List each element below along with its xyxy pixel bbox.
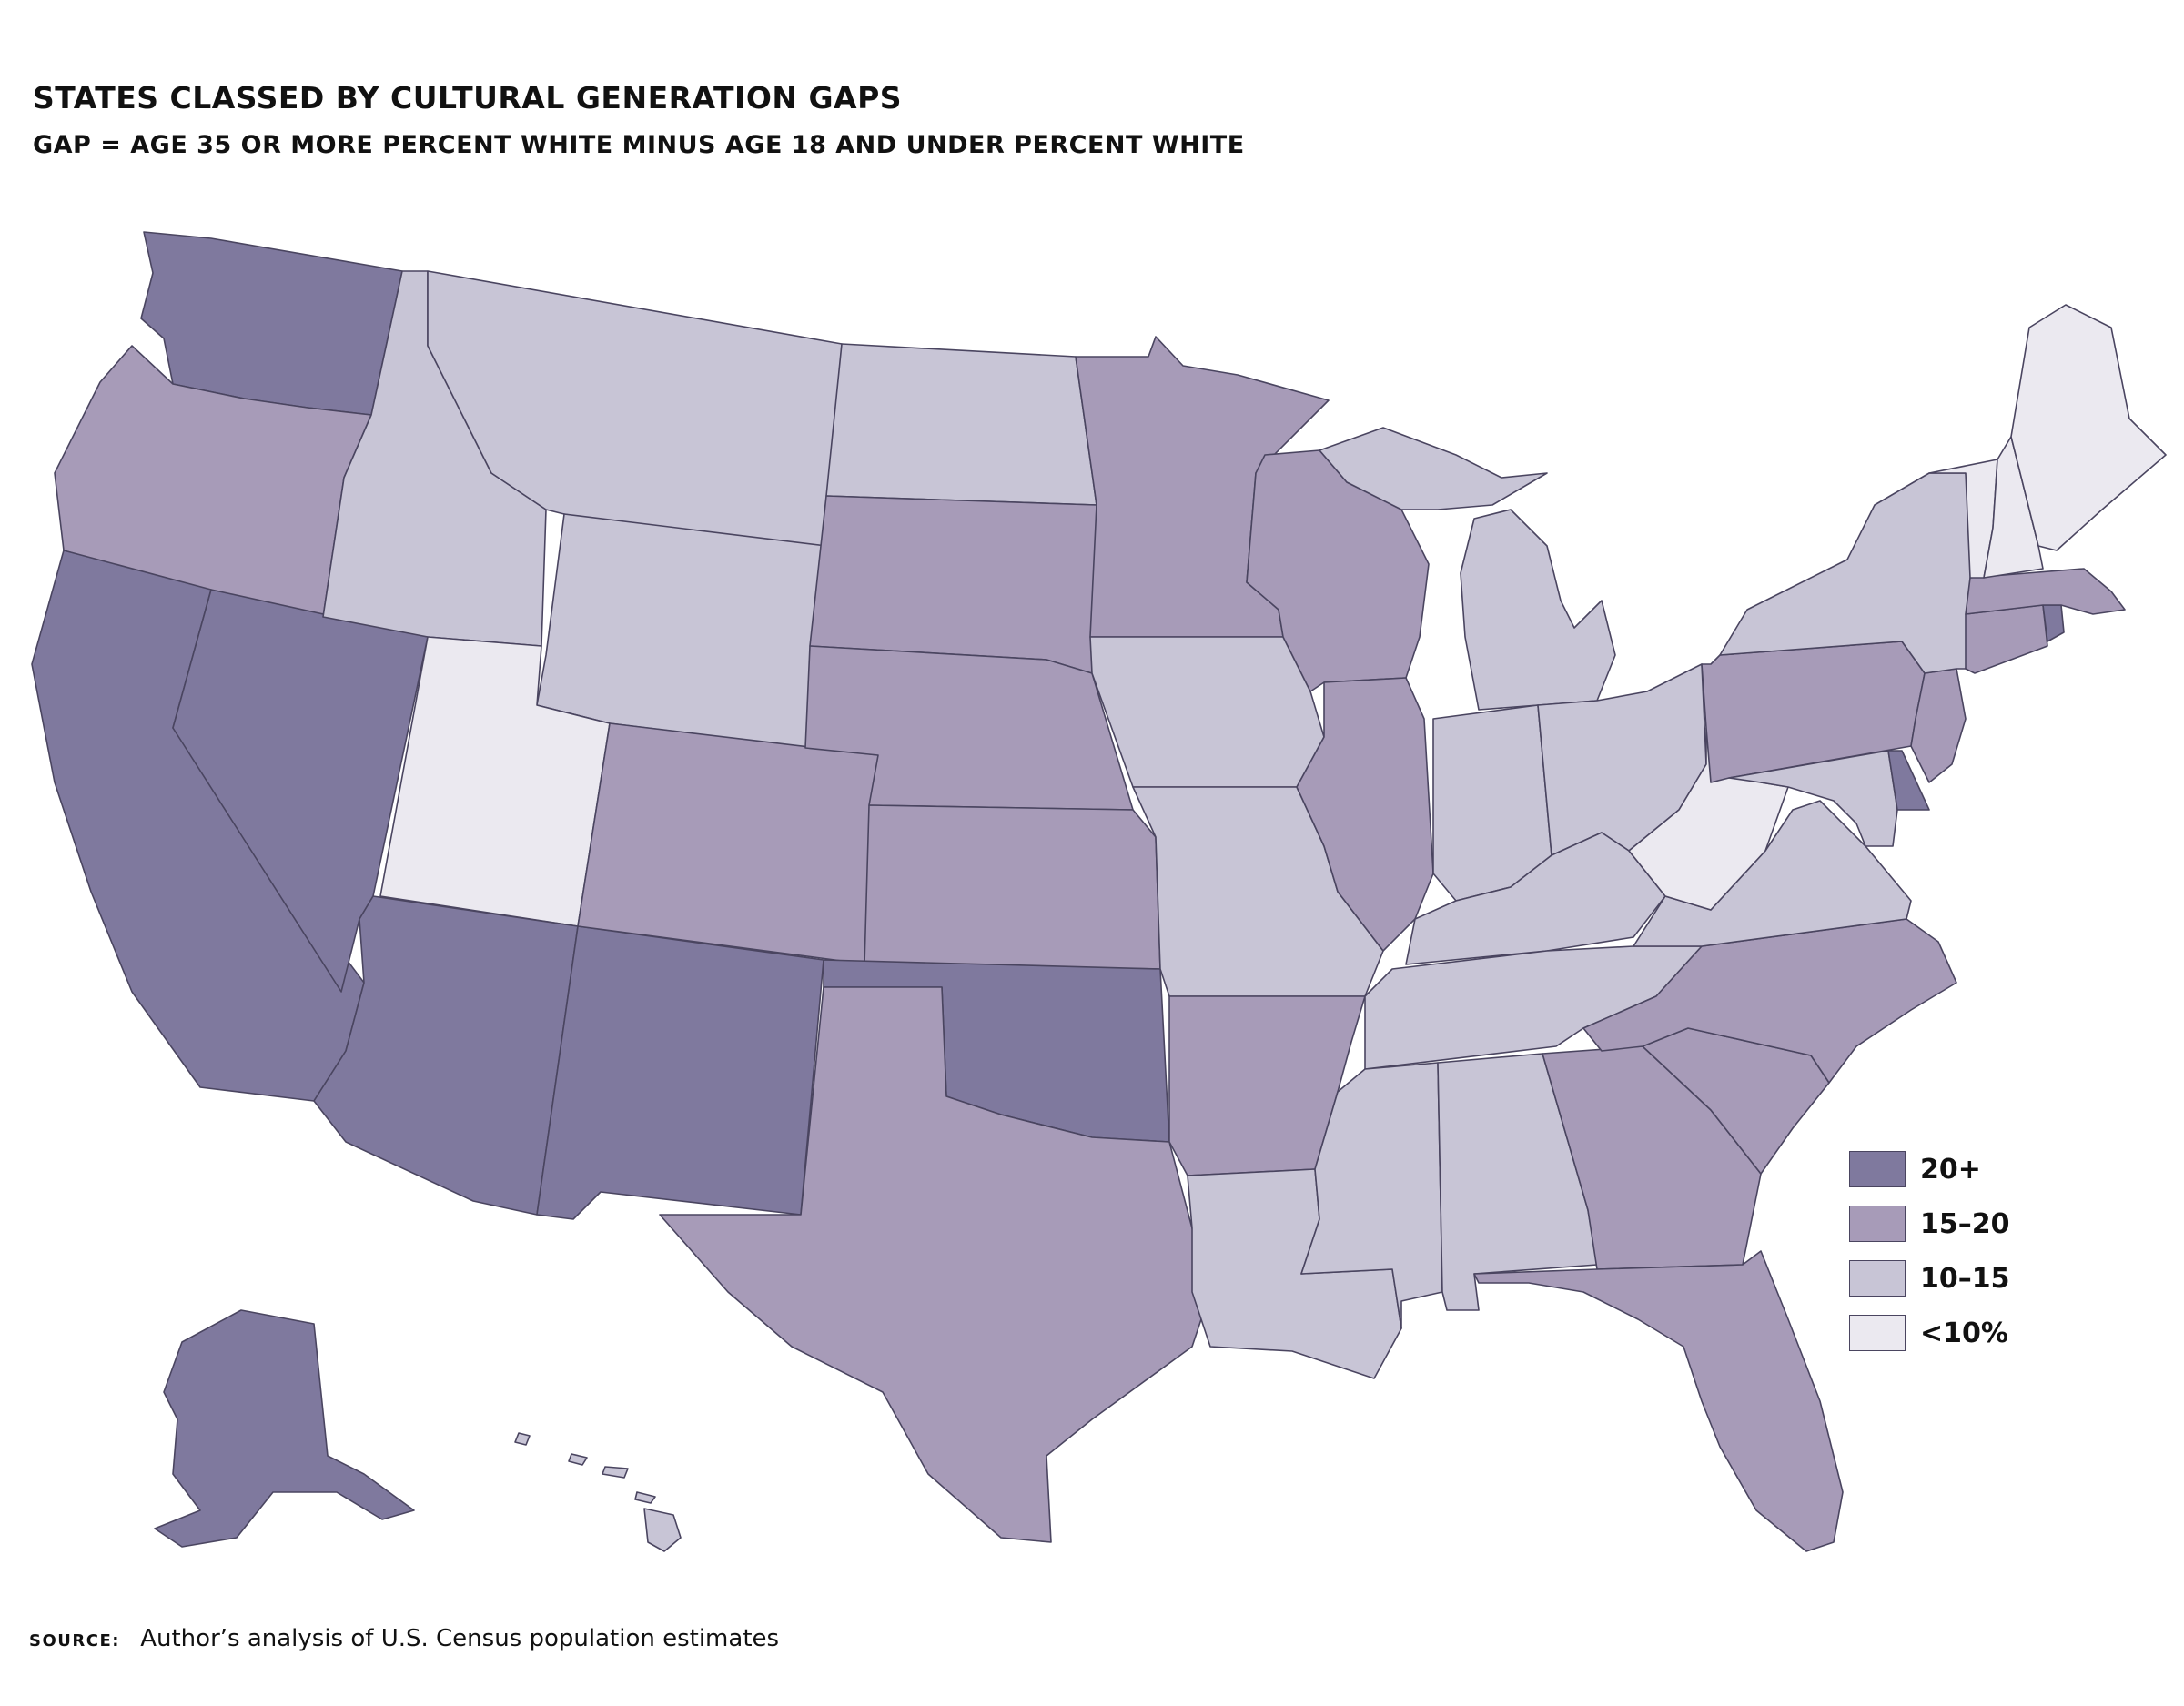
state-fl bbox=[1473, 1250, 1844, 1552]
state-nd bbox=[825, 343, 1097, 506]
state-hi bbox=[514, 1432, 682, 1552]
state-nm bbox=[536, 925, 824, 1220]
state-ks bbox=[864, 804, 1161, 970]
source-label: SOURCE: bbox=[29, 1631, 120, 1650]
state-co bbox=[577, 722, 879, 965]
legend-item-15-20: 15–20 bbox=[1849, 1196, 2010, 1251]
map-subtitle: GAP = AGE 35 OR MORE PERCENT WHITE MINUS… bbox=[33, 131, 1245, 159]
state-ny bbox=[1719, 472, 1980, 674]
legend: 20+ 15–20 10–15 <10% bbox=[1849, 1142, 2010, 1360]
map-title: STATES CLASSED BY CULTURAL GENERATION GA… bbox=[33, 80, 903, 116]
state-ct bbox=[1965, 604, 2048, 674]
state-ak bbox=[154, 1309, 415, 1548]
state-ia bbox=[1089, 636, 1325, 788]
state-tx bbox=[659, 986, 1211, 1543]
legend-swatch-10-15 bbox=[1849, 1260, 1906, 1297]
state-ri bbox=[2042, 604, 2065, 642]
legend-swatch-15-20 bbox=[1849, 1206, 1906, 1242]
legend-item-20-plus: 20+ bbox=[1849, 1142, 2010, 1196]
source-text: Author’s analysis of U.S. Census populat… bbox=[140, 1625, 780, 1652]
state-wy bbox=[536, 513, 827, 749]
state-il bbox=[1296, 677, 1434, 952]
state-sd bbox=[809, 495, 1097, 674]
legend-swatch-20-plus bbox=[1849, 1151, 1906, 1187]
legend-label: <10% bbox=[1920, 1317, 2008, 1349]
legend-item-under-10: <10% bbox=[1849, 1306, 2010, 1360]
state-ma bbox=[1965, 568, 2126, 615]
state-de bbox=[1887, 750, 1930, 811]
source-note: SOURCE: Author’s analysis of U.S. Census… bbox=[29, 1625, 779, 1652]
legend-label: 15–20 bbox=[1920, 1207, 2010, 1240]
state-mi bbox=[1319, 427, 1616, 711]
state-me bbox=[2010, 304, 2167, 551]
state-nj bbox=[1910, 668, 1967, 783]
legend-label: 10–15 bbox=[1920, 1262, 2010, 1295]
legend-label: 20+ bbox=[1920, 1153, 1981, 1186]
legend-swatch-under-10 bbox=[1849, 1315, 1906, 1351]
legend-item-10-15: 10–15 bbox=[1849, 1251, 2010, 1306]
